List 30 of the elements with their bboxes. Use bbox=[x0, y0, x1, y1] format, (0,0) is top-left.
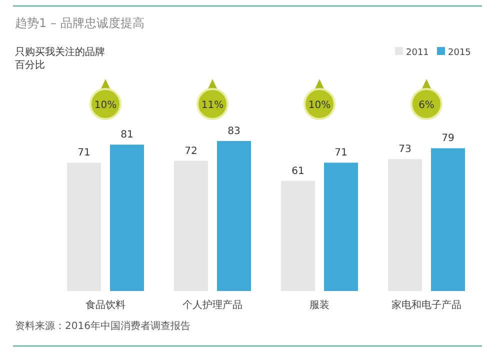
x-tick-label: 服装 bbox=[310, 299, 330, 311]
bar bbox=[67, 162, 101, 291]
text: 百分比 bbox=[15, 59, 45, 71]
legend-label: 2011 bbox=[406, 48, 429, 58]
text: 资料来源：2016年中国消费者调查报告 bbox=[15, 320, 190, 332]
x-tick-label: 个人护理产品 bbox=[182, 299, 242, 311]
bar bbox=[174, 160, 208, 291]
data-label: 81 bbox=[120, 130, 134, 141]
chart-subtitle: 只购买我关注的品牌 bbox=[15, 46, 105, 58]
x-tick-label: 家电和电子产品 bbox=[392, 299, 462, 311]
data-label: 71 bbox=[334, 148, 348, 159]
data-label: 73 bbox=[398, 144, 412, 156]
x-tick-label: 食品饮料 bbox=[86, 299, 126, 311]
bar bbox=[388, 159, 422, 291]
text: 10% bbox=[94, 100, 117, 111]
legend-label: 2015 bbox=[448, 48, 471, 58]
bar bbox=[110, 144, 144, 291]
bar bbox=[324, 162, 358, 291]
data-label: 79 bbox=[442, 133, 454, 144]
data-label: 72 bbox=[184, 146, 198, 157]
chart-title: 趋势1 – 品牌忠诚度提高 bbox=[15, 16, 144, 30]
text: 10% bbox=[308, 100, 331, 111]
text: 6% bbox=[418, 100, 434, 111]
bar bbox=[217, 141, 251, 291]
data-label: 61 bbox=[292, 166, 304, 177]
bar bbox=[431, 148, 465, 291]
data-label: 83 bbox=[228, 126, 240, 137]
data-label: 71 bbox=[78, 148, 90, 159]
text: 11% bbox=[201, 100, 224, 111]
bar bbox=[281, 180, 315, 291]
